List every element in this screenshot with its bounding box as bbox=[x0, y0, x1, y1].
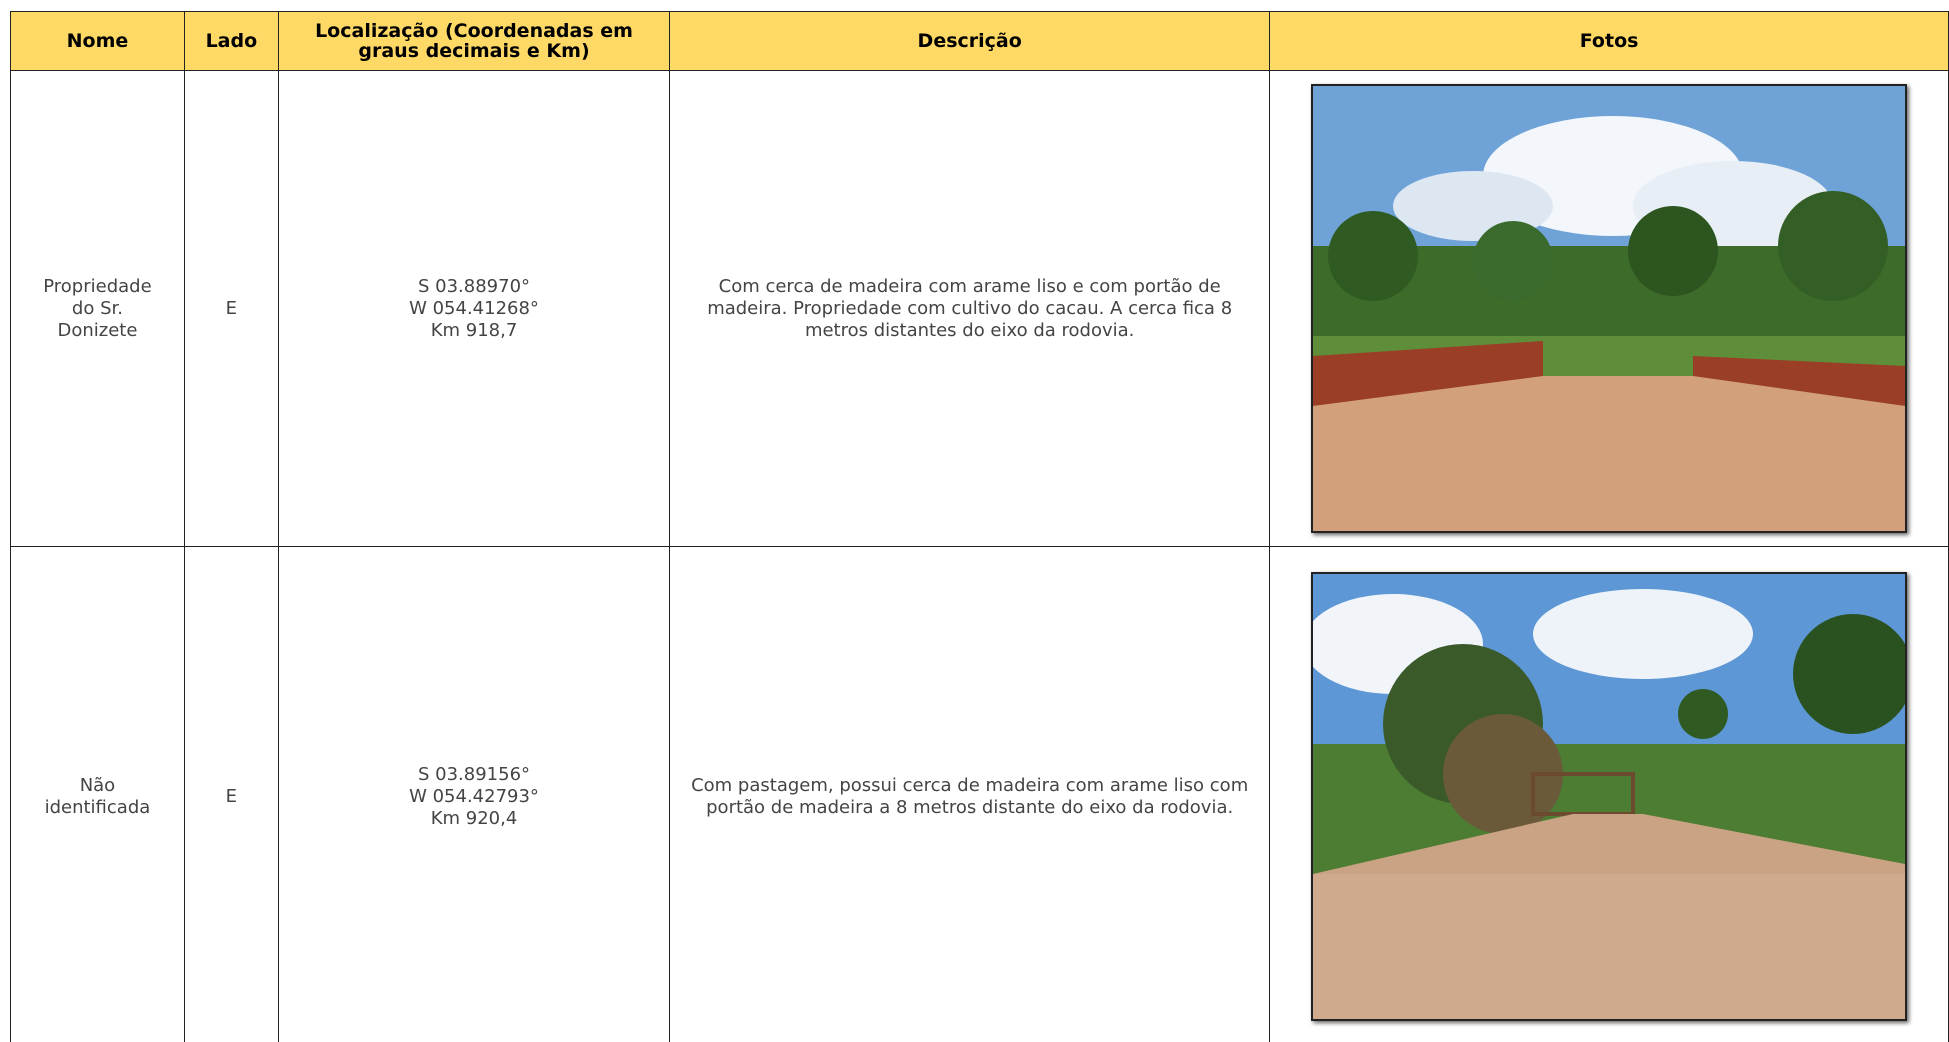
name: Não identificada bbox=[44, 774, 151, 818]
header-row: Nome Lado Localização (Coordenadas em gr… bbox=[10, 11, 1949, 71]
photo-cell bbox=[1269, 70, 1949, 547]
description-cell: Com pastagem, possui cerca de madeira co… bbox=[669, 546, 1271, 1042]
name-cell: Propriedade do Sr. Donizete bbox=[10, 70, 185, 547]
row: Propriedade do Sr. Donizete E S 03.88970… bbox=[10, 70, 1949, 547]
description: Com pastagem, possui cerca de madeira co… bbox=[691, 774, 1249, 818]
photo bbox=[1311, 84, 1908, 533]
longitude: W 054.42793° bbox=[409, 785, 539, 807]
photo-cell bbox=[1269, 546, 1949, 1042]
location-cell: S 03.89156° W 054.42793° Km 920,4 bbox=[277, 546, 671, 1042]
km: Km 918,7 bbox=[430, 319, 518, 341]
header-cell: Fotos bbox=[1269, 11, 1949, 71]
header-cell: Lado bbox=[183, 11, 279, 71]
side-cell: E bbox=[183, 70, 279, 547]
side-cell: E bbox=[183, 546, 279, 1042]
name: Propriedade do Sr. Donizete bbox=[43, 275, 152, 341]
description: Com cerca de madeira com arame liso e co… bbox=[707, 275, 1233, 341]
latitude: S 03.88970° bbox=[417, 275, 531, 297]
name-cell: Não identificada bbox=[10, 546, 185, 1042]
header-cell: Descrição bbox=[669, 11, 1271, 71]
row: Não identificada E S 03.89156° W 054.427… bbox=[10, 546, 1949, 1042]
km: Km 920,4 bbox=[430, 807, 518, 829]
location-cell: S 03.88970° W 054.41268° Km 918,7 bbox=[277, 70, 671, 547]
latitude: S 03.89156° bbox=[417, 763, 531, 785]
description-cell: Com cerca de madeira com arame liso e co… bbox=[669, 70, 1271, 547]
header-cell: Nome bbox=[10, 11, 185, 71]
table: Nome Lado Localização (Coordenadas em gr… bbox=[10, 11, 1949, 1042]
header-cell: Localização (Coordenadas em graus decima… bbox=[277, 11, 671, 71]
longitude: W 054.41268° bbox=[409, 297, 539, 319]
photo bbox=[1311, 572, 1908, 1021]
